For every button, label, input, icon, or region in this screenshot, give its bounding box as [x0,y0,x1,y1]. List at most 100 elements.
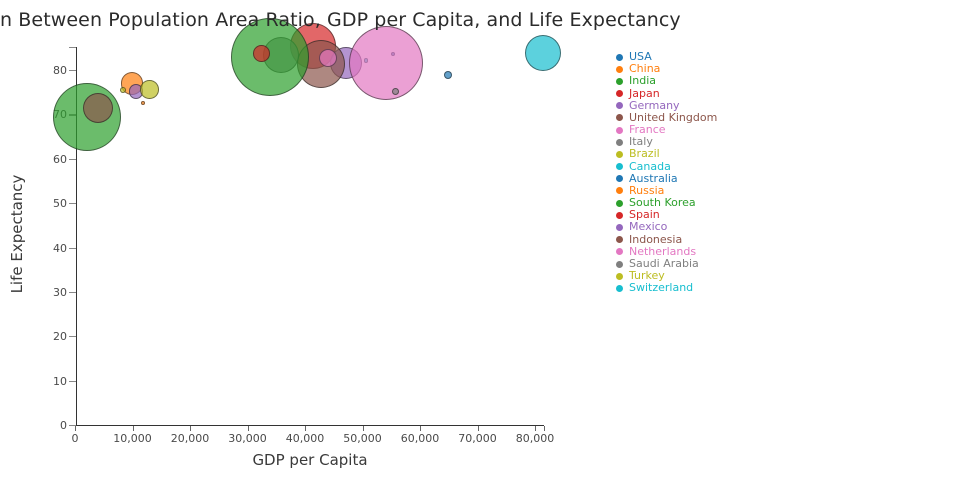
legend-label: USA [629,50,652,64]
legend-label: South Korea [629,196,696,210]
legend-item-germany[interactable]: Germany [616,98,717,112]
legend-item-australia[interactable]: Australia [616,171,717,185]
x-tick [247,426,249,431]
legend-item-usa[interactable]: USA [616,51,717,63]
x-tick-label: 70,000 [458,432,497,445]
y-axis-spine [76,47,78,426]
y-tick-label: 30 [53,285,67,299]
legend-item-indonesia[interactable]: Indonesia [616,233,717,246]
y-tick [69,291,76,294]
legend-marker-icon [616,199,623,207]
legend-marker-icon [616,114,623,122]
legend-item-turkey[interactable]: Turkey [616,270,717,282]
legend-label: Netherlands [629,244,697,258]
legend-label: Japan [629,86,660,100]
legend-marker-icon [616,211,623,219]
x-tick [132,426,134,431]
legend-label: India [629,74,656,88]
legend-marker-icon [616,223,623,231]
bubble-usa[interactable] [444,70,453,79]
legend-marker-icon [616,53,623,61]
legend-marker-icon [616,187,623,195]
x-tick [420,426,422,431]
x-tick [535,426,537,431]
chart-title: n Between Population Area Ratio, GDP per… [0,9,681,31]
legend-marker-icon [616,126,623,134]
legend-marker-icon [616,163,623,171]
legend-item-russia[interactable]: Russia [616,184,717,197]
legend-item-china[interactable]: China [616,63,717,75]
legend-item-india[interactable]: India [616,75,717,87]
legend-item-brazil[interactable]: Brazil [616,148,717,160]
legend-item-saudi-arabia[interactable]: Saudi Arabia [616,258,717,270]
y-tick-label: 80 [53,64,67,77]
legend-marker-icon [616,77,623,85]
y-tick [69,336,76,338]
x-tick [305,426,307,431]
bubble-south-korea[interactable] [230,18,309,97]
bubble-netherlands[interactable] [349,25,424,100]
x-tick-label: 80,000 [515,432,555,445]
bubble-spain[interactable] [253,44,271,62]
legend-marker-icon [616,248,623,256]
legend-marker-icon [616,102,623,110]
legend-item-netherlands[interactable]: Netherlands [616,244,717,258]
legend-label: Canada [629,159,671,173]
bubble-france[interactable] [319,49,337,68]
y-tick-label: 20 [53,330,67,344]
legend-marker-icon [616,272,623,280]
legend-marker-icon [616,90,623,98]
y-tick [69,158,76,160]
legend-label: Italy [629,135,653,149]
x-axis-label: GDP per Capita [252,451,368,469]
legend-marker-icon [616,138,623,146]
legend-label: Mexico [629,220,668,234]
x-tick [190,426,192,431]
legend-item-united-kingdom[interactable]: United Kingdom [616,110,718,124]
legend-marker-icon [616,236,623,244]
bubble-russia[interactable] [140,100,145,105]
x-tick-label: 50,000 [343,432,382,445]
bubble-switzerland[interactable] [524,34,562,72]
legend-item-spain[interactable]: Spain [616,209,717,221]
y-tick [69,380,76,382]
x-tick [477,426,479,431]
legend-label: Turkey [629,269,665,283]
bubble-indonesia[interactable] [83,92,113,123]
x-tick-label: 20,000 [170,432,210,445]
legend-item-japan[interactable]: Japan [616,86,717,100]
legend-item-france[interactable]: France [616,124,717,136]
legend-label: Australia [629,171,678,185]
x-tick [75,426,77,431]
y-tick-label: 40 [53,241,67,255]
legend-label: Spain [629,208,660,222]
bubble-brazil[interactable] [119,86,127,94]
legend-label: Germany [629,98,680,112]
legend-item-mexico[interactable]: Mexico [616,221,717,233]
x-tick-label: 60,000 [400,432,440,445]
x-tick-label: 30,000 [228,432,267,445]
y-tick [69,247,76,249]
legend-marker-icon [616,150,623,158]
bubble-turkey[interactable] [140,80,160,99]
x-axis-end-tick [543,426,545,431]
legend-label: Saudi Arabia [629,257,699,270]
legend-item-italy[interactable]: Italy [616,136,717,148]
legend-label: United Kingdom [629,110,718,124]
y-tick-label: 10 [53,374,67,388]
legend-item-switzerland[interactable]: Switzerland [616,282,717,294]
legend-item-canada[interactable]: Canada [616,159,717,173]
legend-label: China [629,62,661,76]
y-axis-end-tick [69,47,76,49]
x-tick-label: 40,000 [285,432,325,445]
x-axis-spine [76,425,544,427]
x-tick-label: 10,000 [113,432,152,445]
legend-label: Brazil [629,147,660,161]
legend-item-south-korea[interactable]: South Korea [616,197,717,209]
bubble-saudi-arabia[interactable] [392,88,400,96]
x-tick [362,426,364,431]
x-tick-label: 0 [71,432,79,445]
